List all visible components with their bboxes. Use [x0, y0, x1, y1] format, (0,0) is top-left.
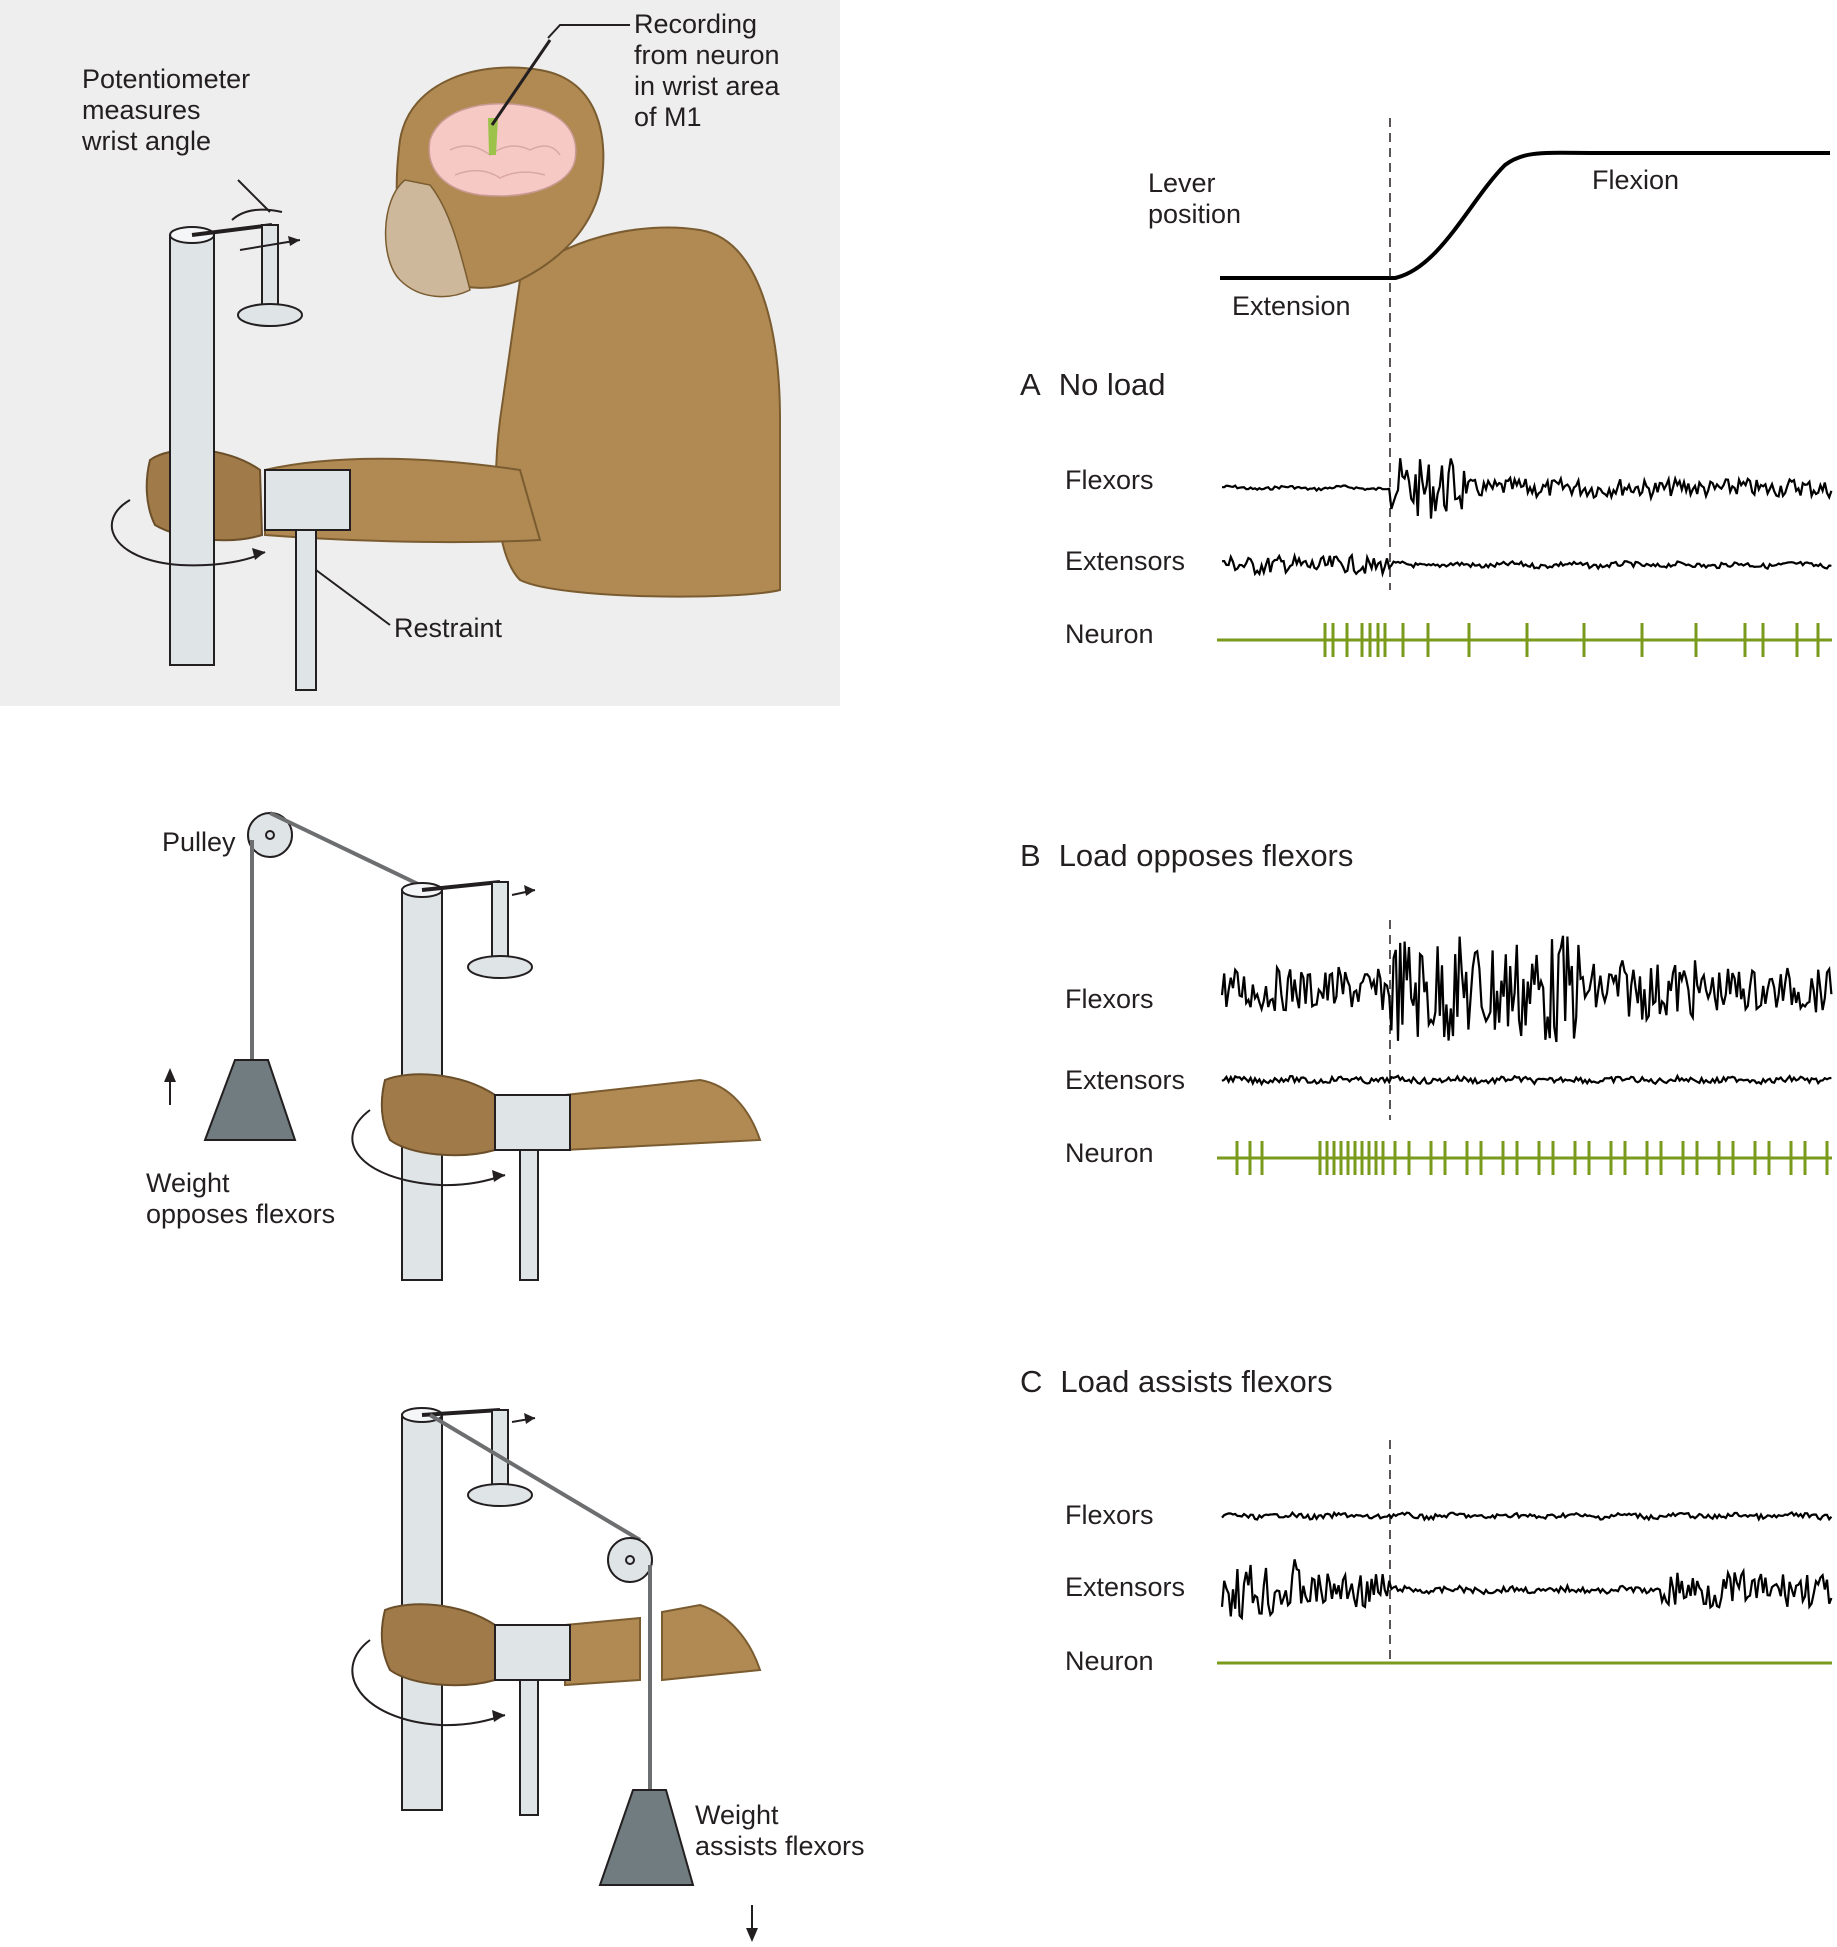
panel-a-title: A No load: [1020, 367, 1166, 402]
lever-position-trace: [1220, 150, 1830, 280]
panel-b-flexors-label: Flexors: [1065, 984, 1154, 1014]
weight-opposes-label: Weight opposes flexors: [146, 1168, 336, 1229]
panel-b-title: B Load opposes flexors: [1020, 838, 1354, 873]
lever-position-label: Lever position: [1148, 168, 1242, 229]
restraint-label: Restraint: [394, 613, 503, 643]
recording-label: Recording from neuron in wrist area of M…: [634, 9, 780, 132]
weight-assists: [598, 1789, 695, 1886]
c-flexors-trace: [1221, 1510, 1833, 1522]
recording-electrode: [490, 24, 630, 126]
weight-opposes: [203, 1059, 297, 1141]
potentiometer-label: Potentiometer measures wrist angle: [82, 64, 251, 156]
pulley-wheel-2: [607, 1537, 653, 1583]
pulley-label: Pulley: [162, 827, 236, 857]
panel-b-neuron-label: Neuron: [1065, 1138, 1154, 1168]
panel-c-extensors-label: Extensors: [1065, 1572, 1186, 1602]
panel-a-flexors-label: Flexors: [1065, 465, 1154, 495]
lever-apparatus: [111, 179, 391, 691]
panel-a-neuron-label: Neuron: [1065, 619, 1154, 649]
b-flexors-trace: [1220, 935, 1833, 1043]
setup-assists: [351, 1407, 762, 1942]
c-extensors-trace: [1220, 1559, 1833, 1621]
panel-c-title: C Load assists flexors: [1020, 1364, 1333, 1399]
a-extensors-trace: [1221, 552, 1832, 578]
a-flexors-trace: [1222, 458, 1833, 519]
recording-traces: [1217, 458, 1833, 1665]
panel-a-extensors-label: Extensors: [1065, 546, 1186, 576]
weight-assists-label: Weight assists flexors: [695, 1800, 865, 1861]
m1-wrist-area: [488, 118, 498, 155]
extension-label: Extension: [1232, 291, 1351, 321]
panel-b-extensors-label: Extensors: [1065, 1065, 1186, 1095]
b-extensors-trace: [1221, 1073, 1832, 1087]
panel-c-neuron-label: Neuron: [1065, 1646, 1154, 1676]
flexion-label: Flexion: [1592, 165, 1680, 195]
setup-opposes: [164, 811, 762, 1281]
panel-c-flexors-label: Flexors: [1065, 1500, 1154, 1530]
